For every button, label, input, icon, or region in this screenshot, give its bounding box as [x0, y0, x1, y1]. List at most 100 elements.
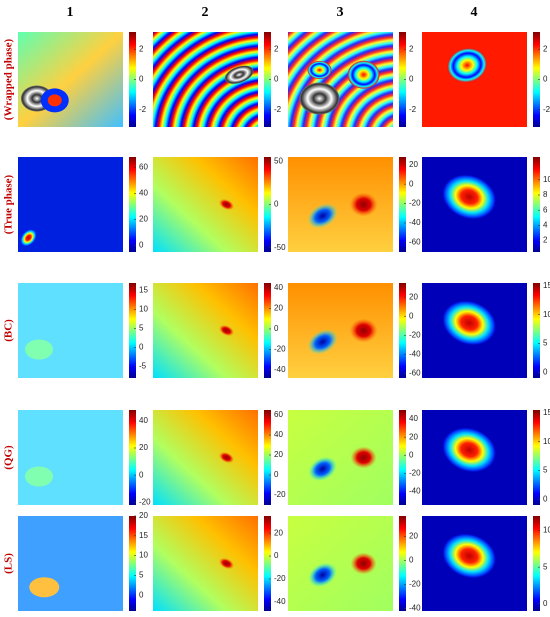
colorbar-tick-label: 20: [139, 443, 148, 452]
colorbar-tick-label: 20: [409, 432, 418, 441]
colorbar-tick-label: 4: [543, 221, 548, 230]
colorbar-tick-label: -40: [409, 218, 421, 227]
colorbar-tick-label: 2: [543, 44, 548, 53]
colorbar: [399, 410, 406, 505]
image-feature: [307, 203, 338, 229]
colorbar-tick-label: 0: [543, 367, 548, 376]
image-feature: [441, 174, 497, 220]
phase-image: [153, 283, 258, 378]
colorbar-tick-label: 0: [409, 179, 414, 188]
colorbar-tick-label: 0: [543, 75, 548, 84]
colorbar: [533, 410, 540, 505]
image-feature: [441, 427, 497, 473]
colorbar: [533, 32, 540, 127]
colorbar-tick-label: 10: [139, 551, 148, 560]
colorbar-tick-label: 0: [543, 599, 548, 608]
colorbar-tick-label: -40: [409, 349, 421, 358]
phase-image: [422, 157, 527, 252]
image-feature: [349, 318, 378, 343]
colorbar-tick-label: -40: [409, 604, 421, 613]
row-label: (BC): [3, 319, 15, 342]
phase-image: [422, 516, 527, 611]
colorbar-tick-label: 20: [139, 511, 148, 520]
colorbar-tick-label: 10: [139, 305, 148, 314]
colorbar-tick-label: 20: [409, 160, 418, 169]
phase-image: [153, 157, 258, 252]
image-feature: [349, 192, 378, 217]
colorbar-tick-label: 0: [543, 494, 548, 503]
colorbar-tick-label: 60: [139, 163, 148, 172]
colorbar: [129, 283, 136, 378]
colorbar-tick-label: 20: [274, 304, 283, 313]
colorbar: [264, 157, 271, 252]
colorbar-tick-label: 8: [543, 190, 548, 199]
image-feature: [307, 329, 338, 355]
colorbar-tick-label: 0: [274, 200, 279, 209]
colorbar-tick-label: 50: [274, 156, 283, 165]
phase-image: [288, 516, 393, 611]
image-feature: [29, 577, 60, 598]
colorbar-tick-label: 6: [543, 205, 548, 214]
image-feature: [218, 198, 235, 211]
image-feature: [347, 60, 380, 89]
colorbar: [264, 283, 271, 378]
colorbar-tick-label: 0: [274, 324, 279, 333]
colorbar-tick-label: 10: [543, 175, 550, 184]
colorbar: [129, 516, 136, 611]
colorbar-tick-label: 0: [139, 590, 144, 599]
phase-image: [288, 157, 393, 252]
image-fill: [153, 157, 258, 252]
image-feature: [218, 451, 235, 464]
colorbar-tick-label: -5: [139, 362, 147, 371]
colorbar-tick-label: 2: [139, 44, 144, 53]
colorbar-tick-label: 0: [274, 551, 279, 560]
phase-image: [422, 283, 527, 378]
colorbar-tick-label: -2: [139, 105, 147, 114]
image-fill: [153, 410, 258, 505]
row-label: (LS): [3, 553, 15, 574]
image-feature: [308, 562, 337, 588]
colorbar-tick-label: -20: [409, 468, 421, 477]
column-header: 4: [471, 5, 478, 20]
phase-image: [153, 516, 258, 611]
colorbar-tick-label: 10: [543, 437, 550, 446]
image-feature: [218, 557, 235, 570]
image-feature: [20, 228, 37, 247]
phase-image: [288, 410, 393, 505]
colorbar-tick-label: 5: [139, 570, 144, 579]
phase-image: [288, 32, 393, 127]
colorbar-tick-label: 15: [543, 281, 550, 290]
colorbar-tick-label: -20: [274, 574, 286, 583]
colorbar-tick-label: 0: [409, 311, 414, 320]
colorbar-tick-label: 20: [139, 215, 148, 224]
column-header: 2: [202, 5, 209, 20]
colorbar: [399, 516, 406, 611]
image-feature: [224, 65, 254, 84]
colorbar-tick-label: 0: [409, 450, 414, 459]
colorbar-tick-label: 0: [409, 75, 414, 84]
colorbar: [533, 157, 540, 252]
colorbar-tick-label: 0: [409, 556, 414, 565]
image-fill: [18, 32, 123, 127]
colorbar-tick-label: 5: [139, 324, 144, 333]
phase-image: [18, 516, 123, 611]
row-label: (True phase): [3, 174, 15, 234]
colorbar-tick-label: 60: [274, 410, 283, 419]
phase-image: [422, 32, 527, 127]
image-feature: [47, 94, 62, 107]
colorbar-tick-label: 5: [543, 466, 548, 475]
colorbar-tick-label: -40: [409, 487, 421, 496]
colorbar-tick-label: 0: [139, 75, 144, 84]
colorbar-tick-label: 15: [543, 408, 550, 417]
image-fill: [18, 283, 123, 378]
image-fill: [18, 410, 123, 505]
colorbar-tick-label: 20: [274, 450, 283, 459]
image-feature: [308, 456, 337, 482]
phase-image: [153, 410, 258, 505]
colorbar: [264, 410, 271, 505]
colorbar: [129, 410, 136, 505]
colorbar-tick-label: 2: [409, 44, 414, 53]
colorbar-tick-label: 2: [543, 236, 548, 245]
phase-image: [18, 157, 123, 252]
image-feature: [447, 48, 487, 83]
